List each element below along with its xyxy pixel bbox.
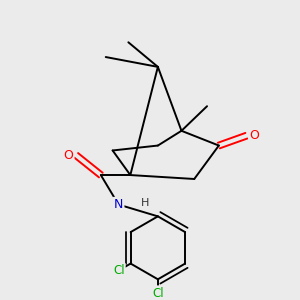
Text: N: N [114, 198, 123, 211]
Text: O: O [249, 129, 259, 142]
Text: H: H [141, 198, 149, 208]
Text: Cl: Cl [113, 264, 124, 277]
Text: Cl: Cl [152, 286, 164, 300]
Text: O: O [63, 149, 73, 162]
